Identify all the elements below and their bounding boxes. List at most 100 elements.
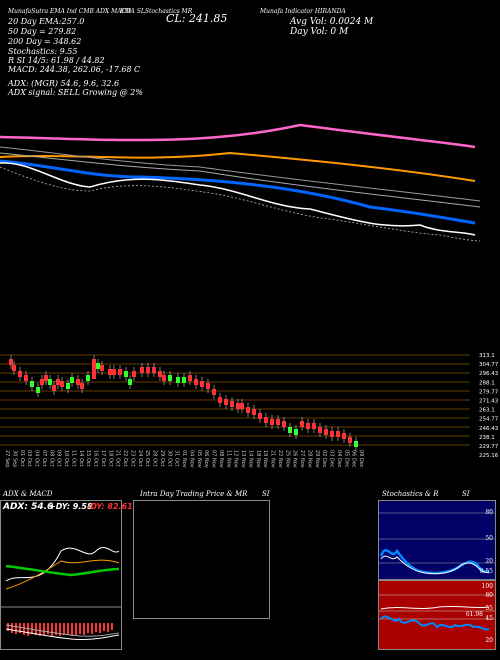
- date-tick-label: 14 Nov: [247, 450, 253, 468]
- candle-body: [168, 375, 172, 381]
- candle-body: [270, 419, 274, 425]
- candle-body: [140, 367, 144, 373]
- adx-white-line: [5, 546, 120, 582]
- date-tick-label: 25 Nov: [284, 450, 290, 468]
- date-tick-label: 10 Oct: [63, 450, 69, 467]
- candle-body: [276, 419, 280, 425]
- date-tick-label: 05 Dec: [343, 450, 349, 468]
- candle-body: [80, 383, 84, 389]
- ema200-line: 200 Day = 348.62: [8, 37, 82, 46]
- candle-body: [246, 407, 250, 413]
- candle-body: [96, 363, 100, 369]
- price-tick-label: 296.43: [479, 371, 499, 377]
- price-tick-label: 254.77: [479, 417, 499, 423]
- date-tick-label: 22 Oct: [122, 450, 128, 467]
- ema-blue-line: [0, 159, 476, 225]
- rsi-panel: 100 80 55 45 61.98 20: [378, 580, 496, 650]
- rsi-line: R SI 14/5: 61.98 / 44.82: [8, 56, 105, 65]
- date-tick-label: 04 Nov: [188, 450, 194, 468]
- date-axis: 27 Sep 30 Sep 01 Oct 03 Oct 04 Oct 07 Oct 08 O…: [4, 450, 364, 468]
- date-tick-label: 13 Nov: [240, 450, 246, 468]
- date-tick-label: 21 Oct: [115, 450, 121, 467]
- stoch-si-label: SI: [462, 490, 470, 498]
- date-tick-label: 07 Nov: [211, 450, 217, 468]
- candle-body: [342, 433, 346, 439]
- price-tick-label: 225.16: [479, 453, 499, 459]
- date-tick-label: 07 Oct: [41, 450, 47, 467]
- date-tick-label: 04 Oct: [34, 450, 40, 467]
- ema50-line: 50 Day = 279.82: [8, 27, 77, 36]
- candle-body: [128, 379, 132, 385]
- date-tick-label: 22 Nov: [277, 450, 283, 468]
- price-tick-label: 238.1: [479, 435, 495, 441]
- date-tick-label: 05 Nov: [196, 450, 202, 468]
- candle-body: [206, 383, 210, 389]
- ema50-line-path: [0, 151, 476, 182]
- ema200-line-path: [0, 123, 476, 149]
- candle-body: [252, 409, 256, 415]
- date-tick-label: 26 Nov: [292, 450, 298, 468]
- candle-body: [182, 377, 186, 383]
- macd-white-line: [5, 628, 120, 640]
- ema-gray-line-2: [0, 152, 481, 208]
- date-tick-label: 06 Dec: [351, 450, 357, 468]
- date-tick-label: 01 Oct: [19, 450, 25, 467]
- date-tick-label: 15 Oct: [85, 450, 91, 467]
- candle-body: [188, 375, 192, 381]
- candle-body: [212, 389, 216, 395]
- date-tick-label: 30 Sep: [11, 450, 17, 467]
- date-tick-label: 01 Nov: [181, 450, 187, 468]
- candle-body: [56, 379, 60, 385]
- date-tick-label: 14 Oct: [78, 450, 84, 467]
- price-tick-label: 229.77: [479, 444, 499, 450]
- adx-green-line: [5, 564, 120, 577]
- date-tick-label: 27 Nov: [299, 450, 305, 468]
- candle-body: [12, 365, 16, 371]
- candle-body: [200, 381, 204, 387]
- rsi-blue-line: [380, 615, 490, 631]
- candle-body: [44, 375, 48, 381]
- date-tick-label: 11 Oct: [70, 450, 76, 467]
- date-tick-label: 18 Oct: [107, 450, 113, 467]
- price-tick-label: 279.77: [479, 389, 499, 395]
- candle-body: [348, 437, 352, 443]
- avg-volume: Avg Vol: 0.0024 M: [290, 17, 374, 27]
- macd-gray-line: [5, 624, 120, 637]
- candle-body: [48, 379, 52, 385]
- date-tick-label: 28 Oct: [152, 450, 158, 467]
- date-tick-label: 24 Oct: [137, 450, 143, 467]
- macd-line: MACD: 244.38, 262.06, -17.68 C: [8, 65, 141, 74]
- candle-body: [112, 369, 116, 375]
- rsi-white-line: [380, 605, 490, 610]
- date-tick-label: 27 Sep: [4, 450, 10, 467]
- date-tick-label: 12 Nov: [233, 450, 239, 468]
- date-tick-label: 18 Nov: [255, 450, 261, 468]
- candle-body: [40, 379, 44, 385]
- rsi-tick-55: 55: [485, 605, 493, 612]
- candle-body: [36, 387, 40, 393]
- date-tick-label: 06 Nov: [203, 450, 209, 468]
- adx-signal-line: ADX signal: SELL Growing @ 2%: [8, 88, 143, 97]
- adx-legend-mdi: -DY: 82.61: [87, 502, 133, 511]
- macd-histogram: [7, 623, 113, 636]
- candle-body: [318, 427, 322, 433]
- candle-body: [162, 375, 166, 381]
- candle-body: [70, 377, 74, 383]
- top-right-header: Munafa Indicator HIRANDA: [260, 8, 346, 15]
- candle-body: [18, 371, 22, 377]
- top-left-header: MunafaSutra EMA Ind CMB ADX MACD: [8, 8, 131, 15]
- candle-body: [132, 371, 136, 377]
- price-tick-label: 288.1: [479, 380, 495, 386]
- date-tick-label: 04 Dec: [336, 450, 342, 468]
- ema-white-line: [0, 162, 476, 236]
- adx-legend-adx: ADX: 54.6: [3, 502, 54, 512]
- price-tick-label: 304.77: [479, 362, 499, 368]
- candle-body: [288, 427, 292, 433]
- candle-body: [336, 431, 340, 437]
- candle-body: [124, 371, 128, 377]
- candle-body: [258, 413, 262, 419]
- ema-gray-line-1: [0, 146, 481, 202]
- close-line: CL: 241.85: [166, 12, 228, 25]
- top-mid-header: EMA SLStochastics MR: [120, 8, 193, 15]
- stoch-value: 9.55: [479, 568, 493, 575]
